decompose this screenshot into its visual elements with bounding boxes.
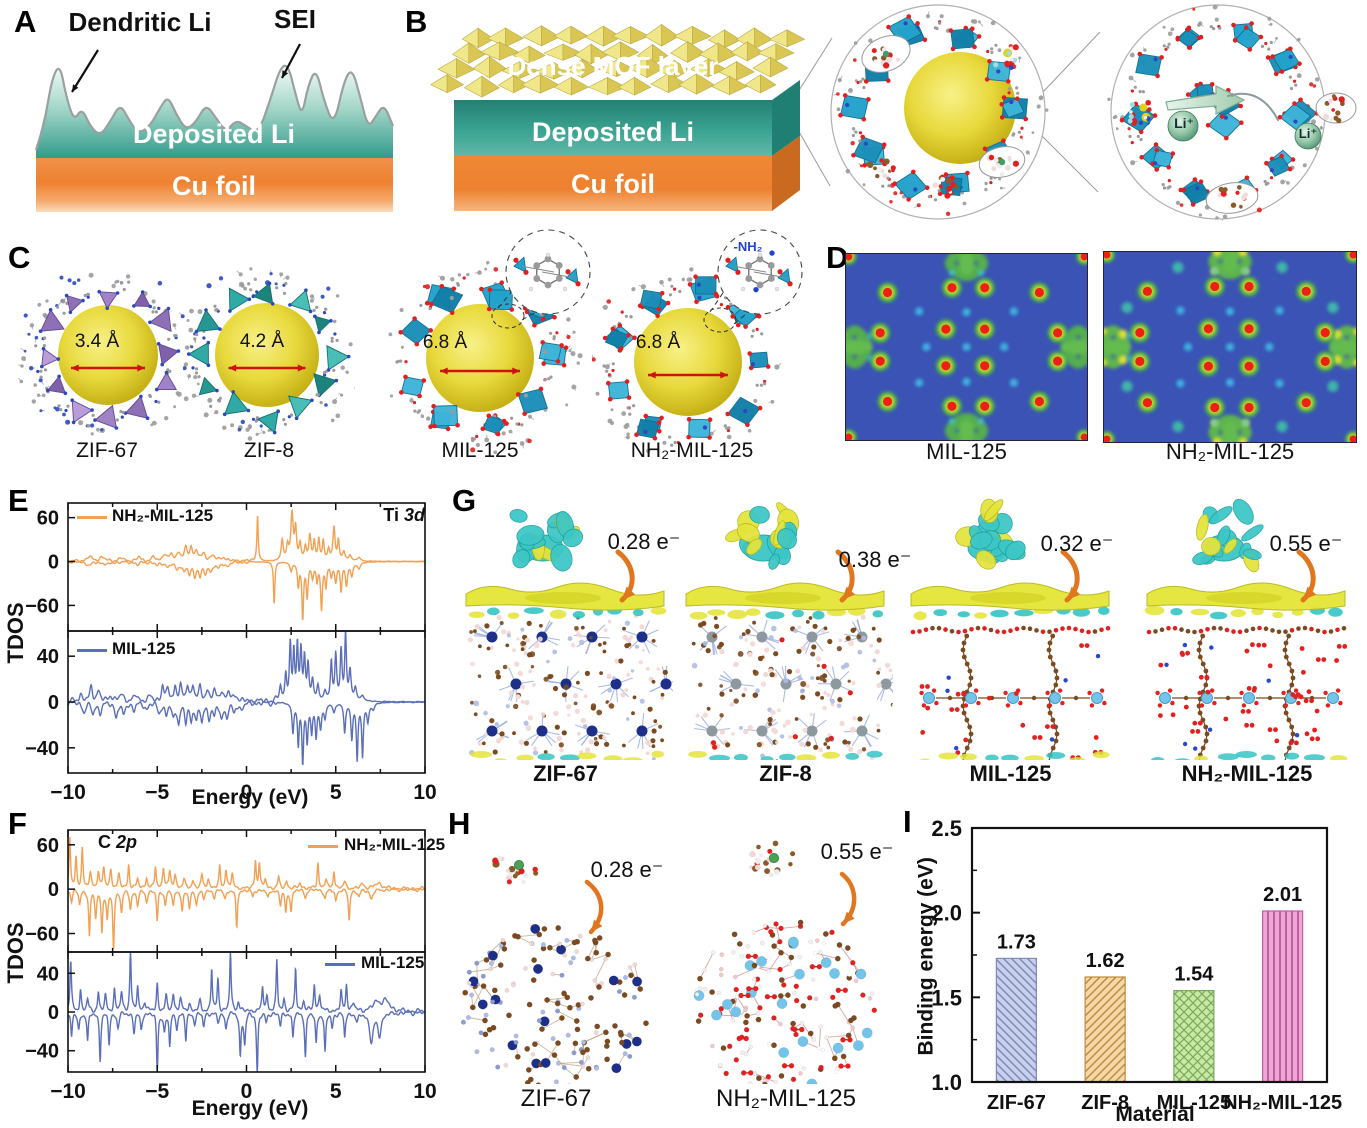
svg-text:60: 60 — [37, 835, 59, 857]
svg-text:0: 0 — [48, 1002, 59, 1024]
svg-text:60: 60 — [37, 508, 59, 530]
li-transport-inset — [1107, 4, 1357, 221]
zif67-structure — [18, 272, 196, 436]
g-name-nh2mil125: NH₂-MIL-125 — [1181, 761, 1313, 786]
svg-text:−40: −40 — [25, 1041, 59, 1063]
svg-text:40: 40 — [37, 646, 59, 668]
svg-text:−40: −40 — [25, 738, 59, 760]
panel-letter-g: G — [452, 483, 477, 518]
svg-text:1.73: 1.73 — [997, 931, 1036, 953]
density-label-mil125: MIL-125 — [926, 439, 1007, 464]
charge-structure-zif8 — [685, 502, 893, 760]
binding-energy-bar-chart: 1.0 1.5 2.0 2.5 1.73 ZIF-67 1.62 ZIF-8 1.54 MIL-1… — [931, 816, 1342, 1114]
panel-letter-f: F — [8, 806, 27, 841]
adsorption-cluster-zif67 — [460, 856, 649, 1084]
svg-text:−60: −60 — [25, 595, 59, 617]
density-map-mil125 — [845, 253, 1088, 441]
nh2mil125-structure — [592, 229, 803, 454]
panel-letter-e: E — [8, 483, 29, 518]
density-label-nh2mil125: NH₂-MIL-125 — [1165, 439, 1295, 464]
dos-chart-c2p: 60 0 −60 40 0 −40 −10 −5 0 5 10 — [25, 829, 437, 1103]
svg-text:0: 0 — [48, 879, 59, 901]
svg-text:ZIF-8: ZIF-8 — [1081, 1092, 1129, 1114]
svg-text:1.54: 1.54 — [1174, 964, 1214, 986]
svg-text:10: 10 — [413, 1080, 436, 1103]
density-map-nh2mil125 — [1103, 251, 1357, 443]
svg-text:10: 10 — [413, 781, 436, 804]
svg-text:−5: −5 — [145, 1080, 169, 1103]
svg-text:−10: −10 — [50, 781, 86, 804]
svg-text:1.0: 1.0 — [931, 1070, 962, 1095]
svg-text:−10: −10 — [50, 1080, 86, 1103]
h-name-zif67: ZIF-67 — [520, 1085, 592, 1112]
e-legend-bottom-line — [77, 649, 107, 652]
svg-text:NH₂-MIL-125: NH₂-MIL-125 — [1223, 1092, 1342, 1114]
svg-text:ZIF-67: ZIF-67 — [987, 1092, 1046, 1114]
svg-text:2.01: 2.01 — [1263, 884, 1302, 906]
svg-text:−5: −5 — [145, 781, 169, 804]
svg-text:0: 0 — [48, 692, 59, 714]
svg-text:2.0: 2.0 — [931, 901, 962, 926]
panel-letter-i: I — [903, 804, 912, 839]
g-name-zif67: ZIF-67 — [533, 761, 598, 786]
g-name-mil125: MIL-125 — [969, 761, 1052, 786]
svg-text:MIL-125: MIL-125 — [1157, 1092, 1231, 1114]
dos-chart-ti3d: 60 0 −60 40 0 −40 −10 −5 0 5 10 — [25, 502, 437, 804]
charge-structure-zif67 — [465, 509, 673, 760]
inset-leader-lines — [797, 31, 1101, 193]
g-name-zif8: ZIF-8 — [759, 761, 812, 786]
panel-a-schematic — [34, 43, 395, 212]
charge-structure-nh2mil125 — [1144, 498, 1348, 760]
svg-text:1.62: 1.62 — [1086, 950, 1125, 972]
e-legend-top-line — [77, 516, 107, 519]
panel-letter-a: A — [14, 4, 37, 39]
svg-text:2.5: 2.5 — [931, 816, 962, 841]
svg-text:5: 5 — [330, 1080, 342, 1103]
svg-text:0: 0 — [241, 781, 253, 804]
h-name-nh2mil125: NH₂-MIL-125 — [715, 1085, 856, 1112]
svg-text:0: 0 — [241, 1080, 253, 1103]
panel-letter-d: D — [826, 240, 849, 275]
panel-letter-h: H — [448, 806, 471, 841]
panel-letter-c: C — [8, 240, 31, 275]
svg-text:0: 0 — [48, 552, 59, 574]
svg-text:−60: −60 — [25, 924, 59, 946]
f-legend-top-line — [308, 845, 338, 848]
adsorption-cluster-nh2mil125 — [693, 840, 878, 1084]
mof-pore-inset — [830, 4, 1049, 220]
zif8-structure — [183, 267, 355, 441]
panel-b-schematic — [430, 23, 806, 211]
f-legend-bottom-line — [325, 963, 355, 966]
mil125-structure — [388, 229, 591, 455]
charge-structure-mil125 — [910, 498, 1111, 760]
svg-text:5: 5 — [330, 781, 342, 804]
svg-text:1.5: 1.5 — [931, 985, 962, 1010]
panel-letter-b: B — [405, 4, 428, 39]
svg-text:40: 40 — [37, 963, 59, 985]
